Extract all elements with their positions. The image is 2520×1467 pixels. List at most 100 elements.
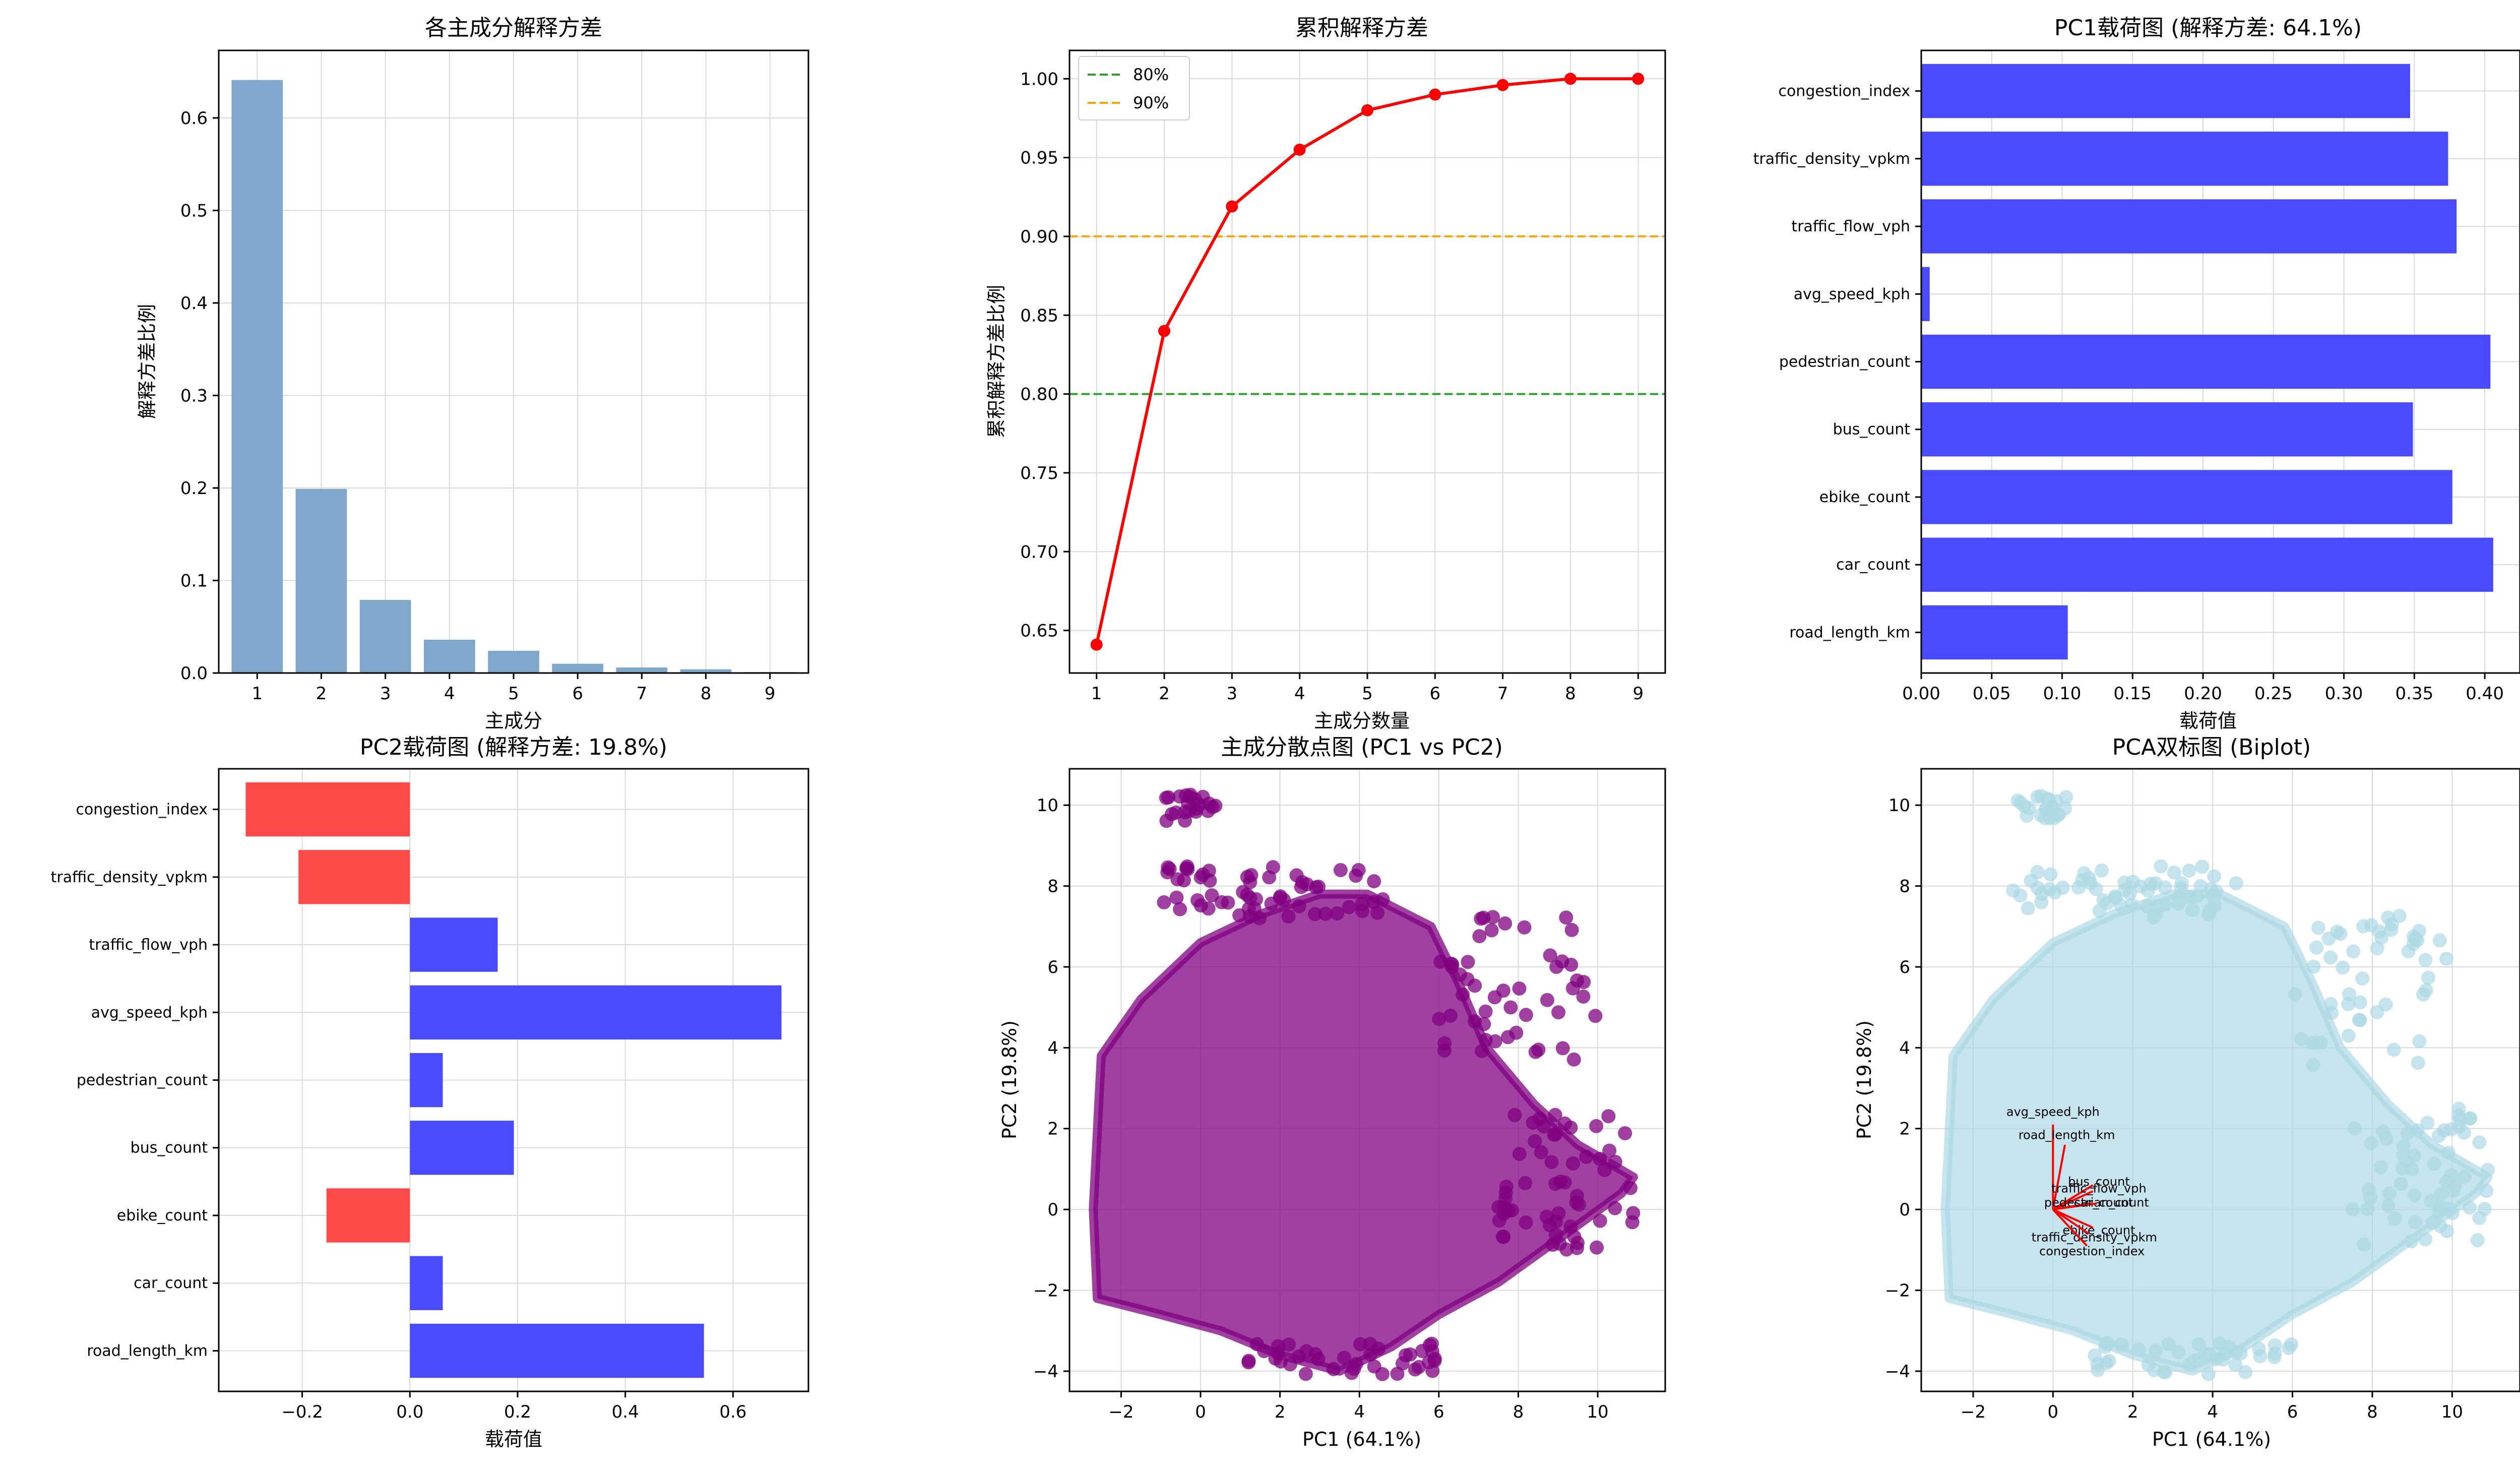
scatter-point — [1214, 895, 1229, 909]
scatter-point — [1249, 892, 1264, 906]
x-tick-label: 10 — [1587, 1402, 1608, 1422]
scatter-point — [1548, 1108, 1562, 1122]
scatter-point — [1517, 920, 1532, 935]
scatter-point — [2311, 921, 2325, 935]
loading-bar — [410, 1121, 514, 1175]
loading-arrow — [2053, 1202, 2097, 1211]
scatter-point — [2309, 940, 2324, 955]
scatter-point — [1577, 975, 1591, 990]
x-tick-label: 2 — [1159, 684, 1170, 704]
cumulative-point — [1429, 88, 1441, 101]
y-tick-label: 0.95 — [1020, 148, 1058, 168]
x-tick-label: 2 — [316, 684, 327, 704]
scatter-point — [1281, 909, 1296, 924]
scatter-point — [1243, 875, 1257, 889]
y-tick-label: −2 — [1033, 1281, 1058, 1301]
scatter-point — [1576, 989, 1591, 1004]
scatter-point — [1205, 800, 1220, 814]
x-tick-label: 0.05 — [1973, 684, 2011, 704]
x-tick-label: 4 — [2207, 1402, 2218, 1422]
scatter-point — [2404, 1234, 2419, 1249]
scatter-point — [1559, 910, 1573, 925]
scatter-point — [2376, 1124, 2390, 1139]
loading-category-label: road_length_km — [1789, 624, 1910, 641]
loading-category-label: avg_speed_kph — [1794, 285, 1910, 303]
scatter-point — [1625, 1215, 1640, 1230]
scatter-point — [2253, 1349, 2267, 1364]
y-tick-label: −4 — [1033, 1362, 1058, 1382]
scatter-point — [2195, 860, 2210, 874]
scatter-point — [1475, 1044, 1489, 1059]
scatter-point — [2323, 997, 2338, 1011]
loading-bar — [410, 1256, 443, 1310]
scatter-point — [2444, 1122, 2459, 1137]
scatter-point — [1178, 813, 1192, 828]
scatter-point — [2047, 885, 2062, 900]
scatter-point — [2341, 997, 2356, 1012]
scatter-point — [1570, 1241, 1585, 1255]
scatter-point — [1273, 889, 1288, 904]
scatter-point — [2030, 865, 2045, 879]
variance-bar — [423, 639, 475, 673]
loading-category-label: road_length_km — [87, 1342, 208, 1360]
scatter-point — [1363, 1347, 1378, 1362]
scatter-point — [1188, 792, 1203, 807]
scatter-point — [2451, 1102, 2466, 1116]
cumulative-point — [1158, 325, 1171, 337]
scatter-point — [2410, 933, 2425, 948]
pca-biplot-title: PCA双标图 (Biplot) — [2112, 735, 2311, 760]
scatter-point — [2463, 1111, 2477, 1126]
loading-bar — [410, 1323, 704, 1378]
scatter-point — [2479, 1184, 2494, 1198]
y-tick-label: 0.80 — [1020, 385, 1058, 405]
scatter-point — [1366, 895, 1381, 909]
scatter-point — [1496, 984, 1510, 998]
scatter-point — [1555, 954, 1569, 969]
scatter-point — [1161, 790, 1176, 805]
scatter-point — [2481, 1163, 2495, 1177]
scatter-point — [2341, 1028, 2356, 1043]
x-tick-label: 6 — [1429, 684, 1440, 704]
loading-bar — [1921, 402, 2413, 457]
scatter-point — [1543, 948, 1557, 963]
scatter-point — [2418, 953, 2433, 967]
y-tick-label: 10 — [1037, 796, 1058, 816]
scatter-point — [2238, 1365, 2253, 1380]
pc-scatter-chart: 主成分散点图 (PC1 vs PC2) −4 −2 0 2 4 6 8 10 −2 0 2 4 6 8 10… — [998, 735, 1666, 1450]
loading-arrow-label: car_count — [2074, 1195, 2133, 1209]
scatter-point — [1353, 1337, 1367, 1352]
loading-category-label: traffic_flow_vph — [1791, 218, 1910, 235]
scatter-point — [2355, 971, 2370, 986]
scatter-point — [2373, 1160, 2388, 1175]
scatter-point — [2333, 927, 2348, 941]
scatter-point — [2439, 951, 2453, 966]
x-tick-label: 0.6 — [719, 1402, 746, 1422]
scatter-point — [2408, 1215, 2422, 1230]
scatter-point — [2419, 983, 2433, 998]
scatter-point — [2470, 1233, 2485, 1248]
scatter-point — [2421, 970, 2436, 985]
pca-biplot-ylabel: PC2 (19.8%) — [1853, 1020, 1875, 1139]
x-tick-label: 7 — [637, 684, 648, 704]
scatter-point — [1318, 906, 1333, 921]
scatter-point — [1252, 911, 1267, 926]
loading-category-label: traffic_density_vpkm — [51, 869, 208, 886]
y-tick-label: 0.5 — [180, 201, 208, 221]
pc2-loading-chart: PC2载荷图 (解释方差: 19.8%) −0.2 0.0 0.2 0.4 0.6 con… — [51, 735, 809, 1450]
loading-category-label: ebike_count — [117, 1207, 208, 1225]
scatter-point — [1169, 890, 1184, 905]
scatter-point — [2187, 1353, 2202, 1368]
scatter-point — [2399, 1154, 2414, 1169]
variance-bar — [488, 650, 539, 673]
loading-bar — [410, 918, 498, 972]
scatter-point — [1432, 1012, 1446, 1026]
scatter-point — [2357, 1237, 2371, 1252]
scatter-point — [1602, 1143, 1617, 1158]
scatter-point — [2099, 1356, 2113, 1370]
scatter-point — [1342, 900, 1356, 914]
scatter-point — [2378, 997, 2393, 1012]
loading-bar — [1921, 267, 1930, 321]
scatter-point — [1363, 1337, 1377, 1352]
scatter-point — [1412, 1360, 1426, 1374]
